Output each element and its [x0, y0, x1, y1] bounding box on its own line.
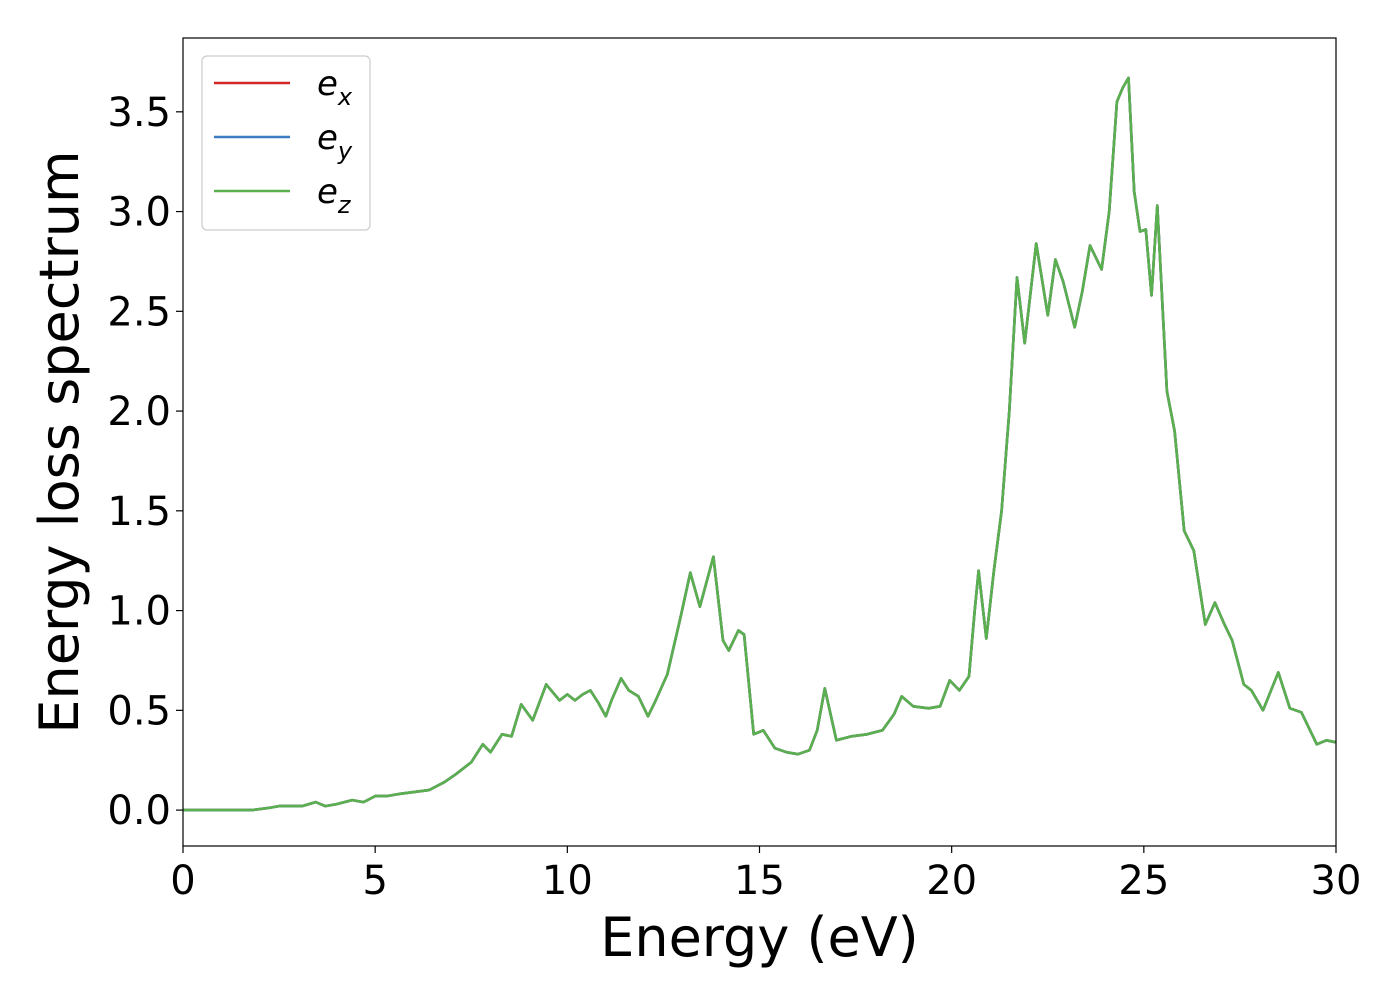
x-tick-label: 30: [1311, 858, 1362, 904]
x-tick-label: 15: [734, 858, 785, 904]
x-tick-label: 0: [170, 858, 195, 904]
y-tick-label: 0.0: [107, 788, 171, 834]
legend-box: [201, 55, 371, 231]
y-tick-label: 0.5: [107, 688, 171, 734]
y-tick-label: 1.5: [107, 489, 171, 535]
y-axis-title: Energy loss spectrum: [28, 150, 91, 733]
x-axis-title: Energy (eV): [600, 906, 919, 969]
legend-label-base: e: [317, 64, 338, 104]
x-tick-label: 25: [1118, 858, 1169, 904]
series-layer: [183, 76, 1337, 812]
legend-label-subscript: z: [337, 191, 352, 219]
legend-label-x: ex: [317, 64, 353, 111]
legend-label-base: e: [317, 118, 338, 158]
series-line-ez: [183, 76, 1337, 812]
y-tick-label: 3.0: [107, 190, 171, 236]
y-tick-label: 3.5: [107, 90, 171, 136]
y-tick-label: 1.0: [107, 589, 171, 635]
x-tick-label: 10: [542, 858, 593, 904]
legend-label-z: ez: [317, 172, 352, 219]
legend-label-base: e: [317, 172, 338, 212]
legend-label-y: ey: [317, 118, 353, 165]
y-axis-ticks: 0.0 0.5 1.0 1.5 2.0 2.5 3.0 3.5: [107, 90, 183, 834]
x-tick-label: 20: [926, 858, 977, 904]
legend-label-subscript: x: [337, 83, 353, 111]
x-axis-ticks: 0 5 10 15 20 25 30: [170, 846, 1361, 904]
y-tick-label: 2.5: [107, 289, 171, 335]
y-tick-label: 2.0: [107, 389, 171, 435]
legend-label-subscript: y: [337, 137, 353, 165]
x-tick-label: 5: [362, 858, 387, 904]
